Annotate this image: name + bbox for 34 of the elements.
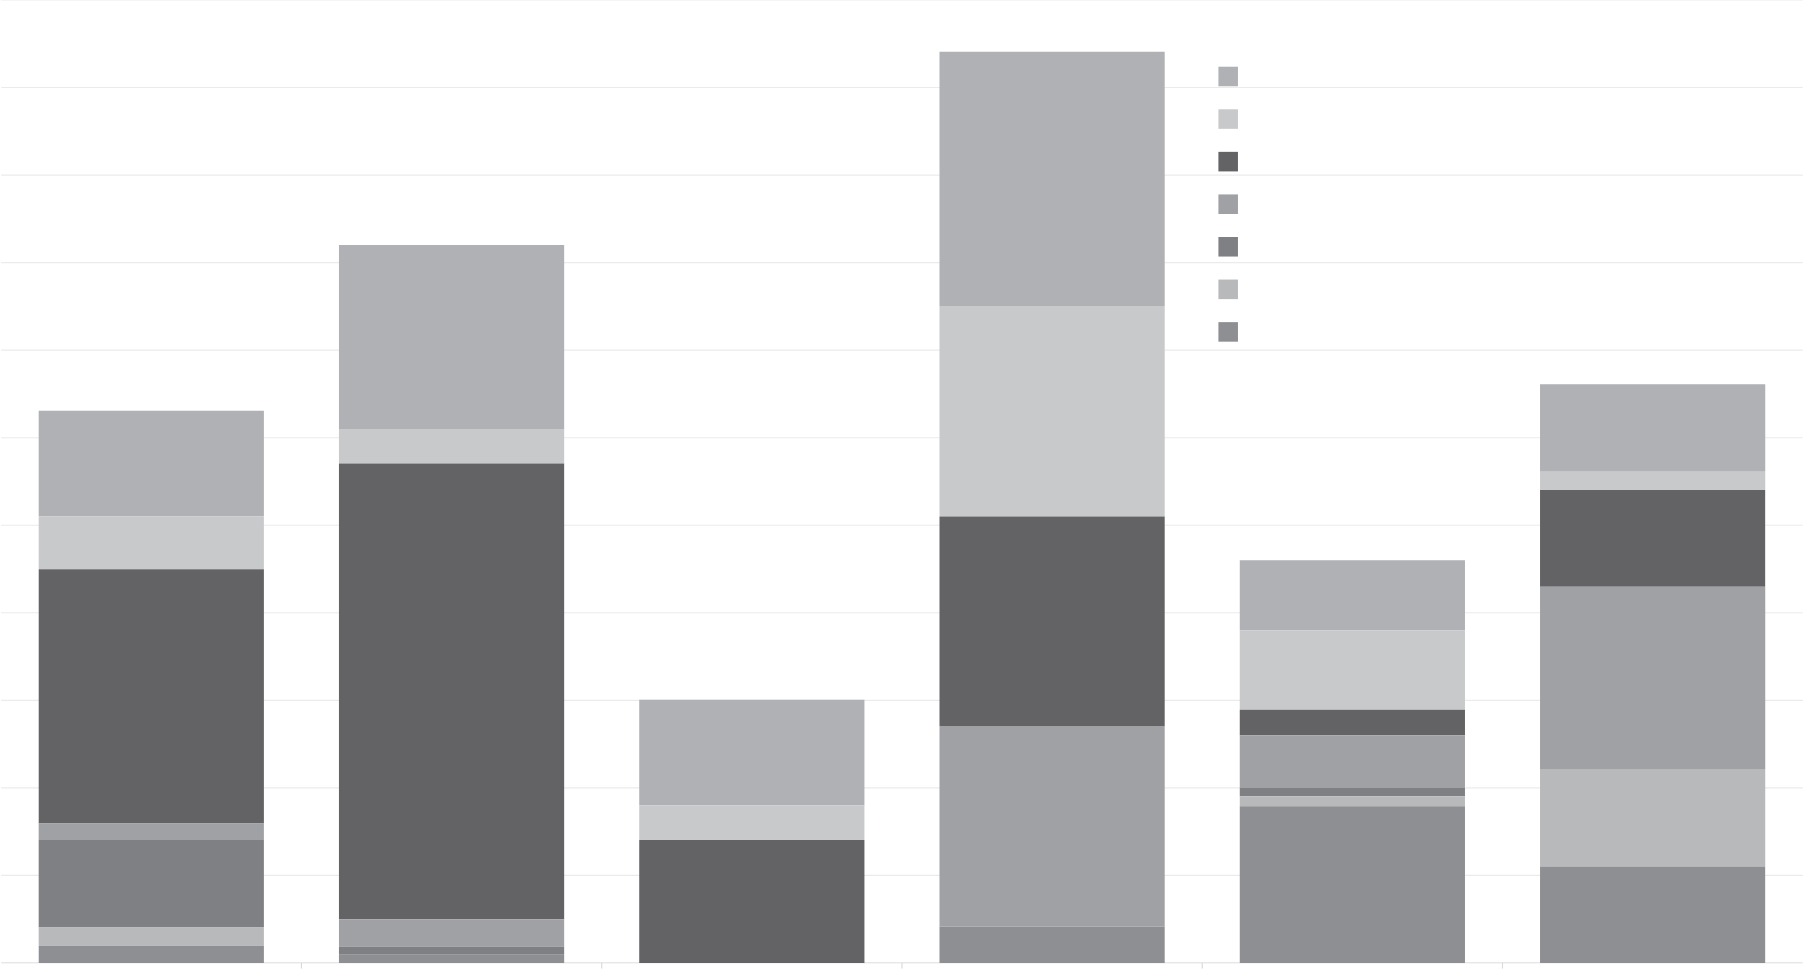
bar: [1239, 630, 1465, 710]
bar: [1239, 788, 1465, 797]
bar: [1239, 735, 1465, 789]
bar: [338, 463, 565, 920]
bar: [338, 429, 565, 464]
bar: [38, 516, 264, 570]
bar: [1540, 769, 1766, 867]
bar: [338, 919, 565, 947]
bar: [38, 823, 264, 841]
bar: [338, 946, 565, 955]
bar: [38, 945, 264, 964]
bar: [1239, 796, 1465, 807]
bar: [338, 954, 565, 964]
bar: [38, 410, 264, 517]
bar: [1239, 806, 1465, 964]
bar: [1540, 384, 1766, 472]
bar: [1239, 709, 1465, 736]
bar: [1540, 471, 1766, 491]
bar: [939, 926, 1165, 964]
bar: [639, 699, 865, 806]
bar: [939, 51, 1165, 307]
bar: [939, 726, 1165, 927]
bar: [939, 306, 1165, 517]
bar: [1540, 490, 1766, 587]
bar: [338, 245, 565, 430]
bar: [38, 840, 264, 928]
bar: [1540, 586, 1766, 770]
bar: [939, 516, 1165, 727]
bar: [38, 569, 264, 824]
bar: [639, 840, 865, 964]
bar: [38, 927, 264, 946]
bar: [639, 805, 865, 841]
bar: [1239, 560, 1465, 631]
bar: [1540, 866, 1766, 964]
